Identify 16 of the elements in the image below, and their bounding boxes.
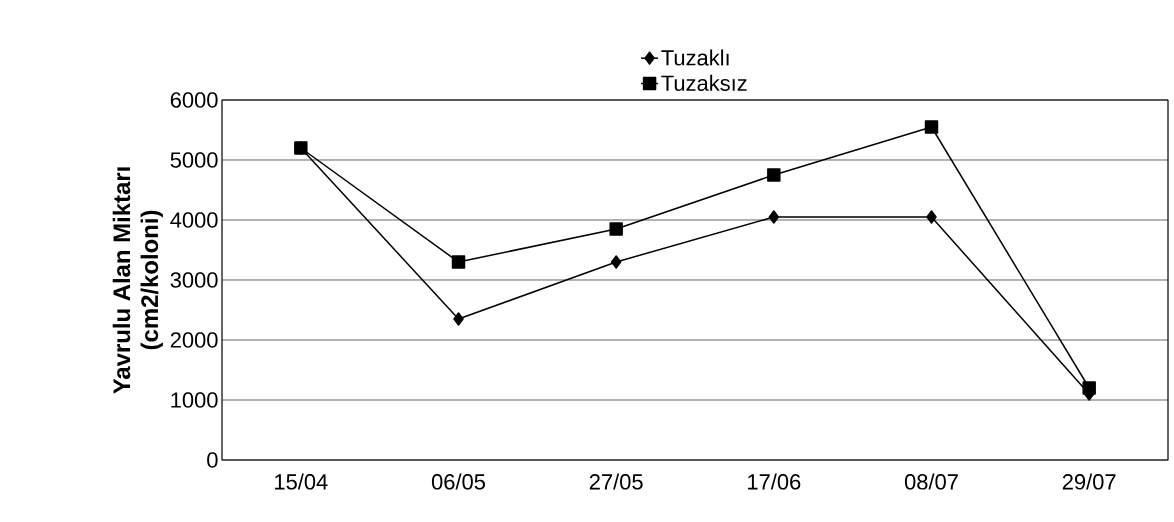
y-axis-title: Yavrulu Alan Miktarı (cm2/koloni) bbox=[112, 167, 163, 394]
y-tick-label: 5000 bbox=[170, 152, 218, 168]
x-tick-label: 29/07 bbox=[1062, 473, 1116, 490]
x-tick-label: 15/04 bbox=[275, 473, 328, 490]
legend-label: Tuzaklı bbox=[661, 49, 729, 66]
legend-label: Tuzaksız bbox=[661, 74, 747, 91]
y-tick-label: 2000 bbox=[170, 332, 218, 348]
y-tick-label: 4000 bbox=[170, 212, 218, 228]
x-tick-label: 17/06 bbox=[748, 473, 801, 490]
x-tick-label: 06/05 bbox=[431, 473, 485, 490]
x-tick-label: 27/05 bbox=[589, 473, 643, 490]
x-tick-label: 08/07 bbox=[904, 473, 958, 490]
y-tick-label: 3000 bbox=[170, 272, 218, 288]
y-tick-label: 1000 bbox=[171, 392, 218, 408]
y-tick-label: 6000 bbox=[170, 92, 218, 108]
y-tick-label: 0 bbox=[207, 452, 218, 468]
